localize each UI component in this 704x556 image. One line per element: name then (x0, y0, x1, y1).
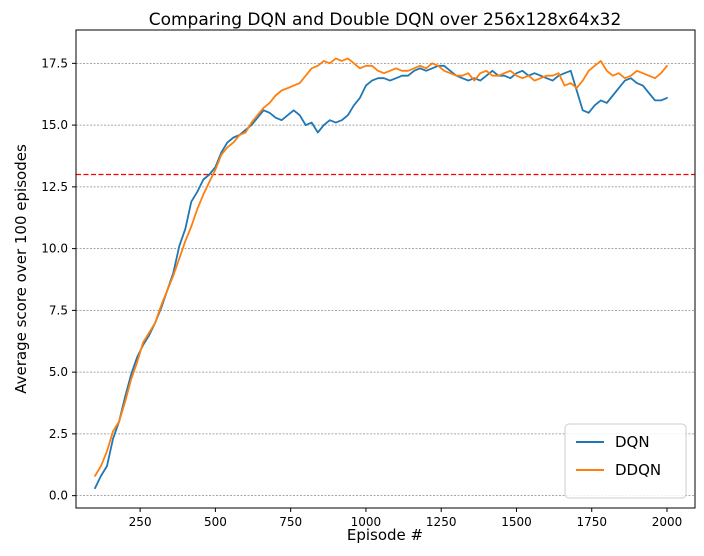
y-tick-label: 15.0 (41, 118, 68, 132)
x-tick-label: 750 (279, 515, 302, 529)
legend-label-dqn: DQN (615, 433, 650, 451)
x-tick-label: 1500 (501, 515, 532, 529)
x-tick-label: 1750 (576, 515, 607, 529)
y-tick-label: 0.0 (49, 489, 68, 503)
series-lines (94, 57, 668, 490)
x-tick-label: 1250 (426, 515, 457, 529)
x-tick-label: 250 (129, 515, 152, 529)
legend: DQN DDQN (564, 423, 687, 499)
x-tick-label: 2000 (652, 515, 683, 529)
x-tick-label: 1000 (351, 515, 382, 529)
x-axis-label: Episode # (347, 526, 423, 544)
y-axis: 0.0 2.5 5.0 7.5 10.0 12.5 15.0 17.5 (41, 56, 76, 503)
plot-frame (75, 29, 696, 509)
y-axis-label: Average score over 100 episodes (12, 144, 30, 394)
y-tick-label: 12.5 (41, 180, 68, 194)
series-line-dqn (94, 64, 668, 490)
y-tick-label: 7.5 (49, 303, 68, 317)
y-tick-label: 2.5 (49, 427, 68, 441)
legend-label-ddqn: DDQN (615, 461, 661, 479)
y-tick-label: 17.5 (41, 56, 68, 70)
x-tick-label: 500 (204, 515, 227, 529)
y-tick-label: 5.0 (49, 365, 68, 379)
gridlines (76, 62, 695, 497)
series-line-ddqn (94, 57, 668, 477)
y-tick-label: 10.0 (41, 242, 68, 256)
x-axis: 250 500 750 1000 1250 1500 1750 2000 (129, 508, 683, 529)
chart-title: Comparing DQN and Double DQN over 256x12… (149, 10, 622, 30)
